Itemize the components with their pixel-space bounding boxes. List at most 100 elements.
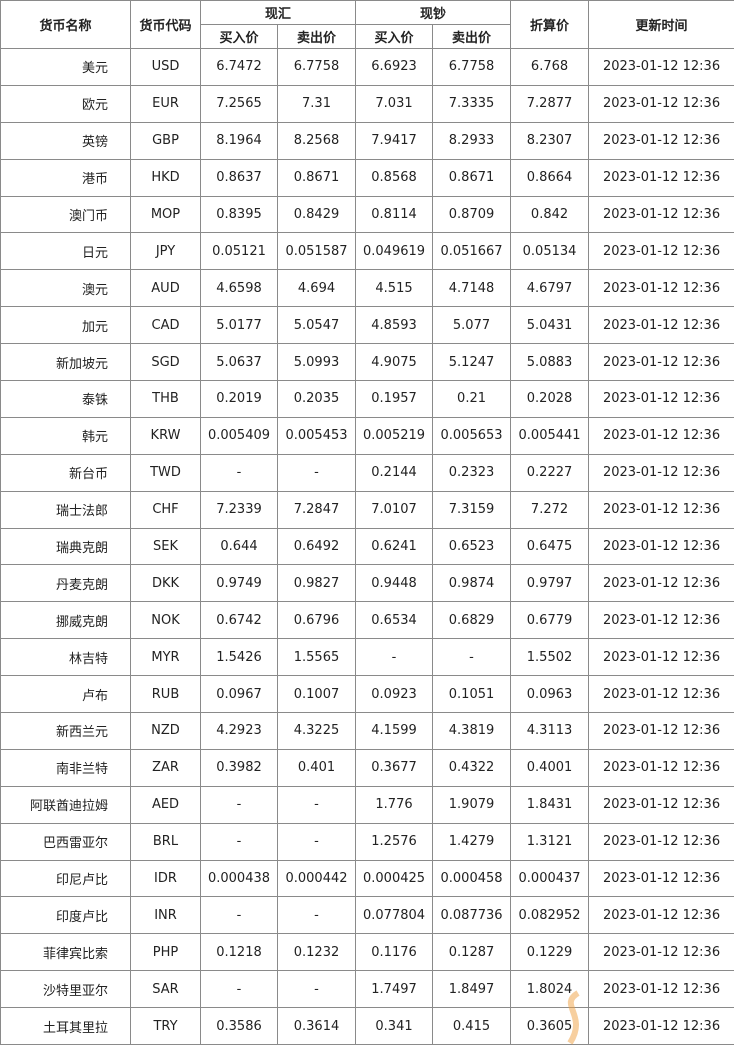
cell-conversion-price: 1.5502 xyxy=(510,638,590,677)
cell-currency-code: CAD xyxy=(130,306,201,345)
cell-currency-code: SAR xyxy=(130,970,201,1009)
table-row: 泰铢 THB 0.2019 0.2035 0.1957 0.21 0.2028 2023-01… xyxy=(0,380,734,418)
cell-update-time: 2023-01-12 12:36 xyxy=(588,748,734,787)
cell-currency-code: JPY xyxy=(130,232,201,271)
cell-conversion-price: 4.3113 xyxy=(510,712,590,750)
cell-spot-sell: 0.005453 xyxy=(276,416,357,455)
cell-spot-buy: - xyxy=(200,822,278,861)
cell-currency-name: 丹麦克朗 xyxy=(0,564,131,603)
cell-spot-sell: 7.2847 xyxy=(276,490,357,529)
table-row: 丹麦克朗 DKK 0.9749 0.9827 0.9448 0.9874 0.9797 202… xyxy=(0,564,734,603)
cell-currency-name: 韩元 xyxy=(0,416,131,455)
cell-currency-name: 日元 xyxy=(0,232,131,271)
cell-conversion-price: 0.1229 xyxy=(510,933,590,972)
cell-cash-buy: 0.005219 xyxy=(355,416,434,455)
cell-update-time: 2023-01-12 12:36 xyxy=(588,380,734,418)
cell-update-time: 2023-01-12 12:36 xyxy=(588,822,734,861)
table-row: 林吉特 MYR 1.5426 1.5565- -1.5502 2023-01-12 12:… xyxy=(0,638,734,677)
cell-spot-buy: 5.0177 xyxy=(200,306,278,345)
cell-currency-name: 泰铢 xyxy=(0,380,131,418)
cell-spot-sell: 5.0993 xyxy=(276,343,357,382)
cell-cash-sell: 0.087736 xyxy=(432,896,512,935)
header-cash-buy: 买入价 xyxy=(355,24,434,49)
cell-currency-code: USD xyxy=(130,48,201,86)
cell-spot-buy: 7.2339 xyxy=(200,490,278,529)
cell-currency-name: 澳元 xyxy=(0,269,131,308)
cell-spot-sell: 0.051587 xyxy=(276,232,357,271)
table-row: 巴西雷亚尔 BRL - -1.2576 1.4279 1.3121 2023-01-12 1… xyxy=(0,822,734,861)
cell-update-time: 2023-01-12 12:36 xyxy=(588,601,734,640)
cell-currency-name: 加元 xyxy=(0,306,131,345)
cell-cash-sell: 0.8671 xyxy=(432,158,512,197)
cell-currency-code: DKK xyxy=(130,564,201,603)
cell-update-time: 2023-01-12 12:36 xyxy=(588,416,734,455)
cell-conversion-price: 4.6797 xyxy=(510,269,590,308)
cell-currency-code: SGD xyxy=(130,343,201,382)
cell-spot-buy: 0.1218 xyxy=(200,933,278,972)
cell-update-time: 2023-01-12 12:36 xyxy=(588,1007,734,1046)
cell-cash-sell: 0.6829 xyxy=(432,601,512,640)
cell-cash-buy: 4.1599 xyxy=(355,712,434,750)
cell-spot-buy: 0.3586 xyxy=(200,1007,278,1046)
table-row: 印尼卢比 IDR 0.000438 0.000442 0.000425 0.000458 0… xyxy=(0,859,734,898)
cell-cash-sell: 1.8497 xyxy=(432,970,512,1009)
cell-spot-buy: - xyxy=(200,896,278,935)
header-spot-sell: 卖出价 xyxy=(276,24,357,49)
cell-cash-buy: 0.2144 xyxy=(355,453,434,492)
cell-conversion-price: 0.6475 xyxy=(510,527,590,566)
cell-update-time: 2023-01-12 12:36 xyxy=(588,232,734,271)
cell-update-time: 2023-01-12 12:36 xyxy=(588,527,734,566)
cell-cash-buy: 0.8114 xyxy=(355,195,434,234)
cell-cash-buy: 4.515 xyxy=(355,269,434,308)
cell-cash-sell: 7.3159 xyxy=(432,490,512,529)
cell-cash-sell: 0.2323 xyxy=(432,453,512,492)
cell-spot-buy: 8.1964 xyxy=(200,121,278,160)
table-row: 南非兰特 ZAR 0.3982 0.401 0.3677 0.4322 0.4001 2023… xyxy=(0,748,734,787)
cell-cash-sell: 0.6523 xyxy=(432,527,512,566)
cell-cash-sell: 0.8709 xyxy=(432,195,512,234)
cell-currency-name: 瑞典克朗 xyxy=(0,527,131,566)
cell-update-time: 2023-01-12 12:36 xyxy=(588,158,734,197)
cell-currency-name: 南非兰特 xyxy=(0,748,131,787)
cell-cash-sell: 8.2933 xyxy=(432,121,512,160)
cell-update-time: 2023-01-12 12:36 xyxy=(588,343,734,382)
cell-spot-buy: 0.8637 xyxy=(200,158,278,197)
table-row: 印度卢比 INR - -0.077804 0.087736 0.082952 2023-01… xyxy=(0,896,734,935)
table-row: 新西兰元 NZD 4.2923 4.3225 4.1599 4.3819 4.3113 202… xyxy=(0,712,734,750)
cell-update-time: 2023-01-12 12:36 xyxy=(588,121,734,160)
cell-cash-buy: 4.9075 xyxy=(355,343,434,382)
cell-update-time: 2023-01-12 12:36 xyxy=(588,712,734,750)
cell-spot-sell: 6.7758 xyxy=(276,48,357,86)
cell-cash-buy: 1.7497 xyxy=(355,970,434,1009)
cell-cash-sell: 0.051667 xyxy=(432,232,512,271)
cell-spot-buy: 0.2019 xyxy=(200,380,278,418)
cell-currency-name: 澳门币 xyxy=(0,195,131,234)
cell-cash-sell: 0.000458 xyxy=(432,859,512,898)
cell-spot-sell: 0.1007 xyxy=(276,675,357,714)
cell-currency-name: 阿联酋迪拉姆 xyxy=(0,785,131,824)
cell-spot-sell: 4.3225 xyxy=(276,712,357,750)
cell-update-time: 2023-01-12 12:36 xyxy=(588,84,734,123)
cell-conversion-price: 0.000437 xyxy=(510,859,590,898)
table-row: 加元 CAD 5.0177 5.0547 4.8593 5.077 5.0431 2023-0… xyxy=(0,306,734,345)
cell-update-time: 2023-01-12 12:36 xyxy=(588,970,734,1009)
cell-conversion-price: 0.005441 xyxy=(510,416,590,455)
cell-currency-code: IDR xyxy=(130,859,201,898)
cell-cash-sell: 0.415 xyxy=(432,1007,512,1046)
cell-cash-sell: 5.1247 xyxy=(432,343,512,382)
cell-spot-sell: - xyxy=(276,970,357,1009)
cell-spot-buy: - xyxy=(200,453,278,492)
cell-spot-sell: - xyxy=(276,453,357,492)
cell-cash-buy: 0.0923 xyxy=(355,675,434,714)
table-row: 土耳其里拉 TRY 0.3586 0.3614 0.341 0.415 0.3605 2023… xyxy=(0,1007,734,1046)
cell-spot-sell: 0.2035 xyxy=(276,380,357,418)
cell-currency-code: TRY xyxy=(130,1007,201,1046)
cell-conversion-price: 1.8024 xyxy=(510,970,590,1009)
cell-conversion-price: 0.3605 xyxy=(510,1007,590,1046)
cell-spot-buy: 0.05121 xyxy=(200,232,278,271)
cell-cash-sell: 7.3335 xyxy=(432,84,512,123)
table-row: 挪威克朗 NOK 0.6742 0.6796 0.6534 0.6829 0.6779 202… xyxy=(0,601,734,640)
header-conversion-price: 折算价 xyxy=(510,0,590,49)
cell-cash-sell: 1.9079 xyxy=(432,785,512,824)
cell-cash-sell: 6.7758 xyxy=(432,48,512,86)
